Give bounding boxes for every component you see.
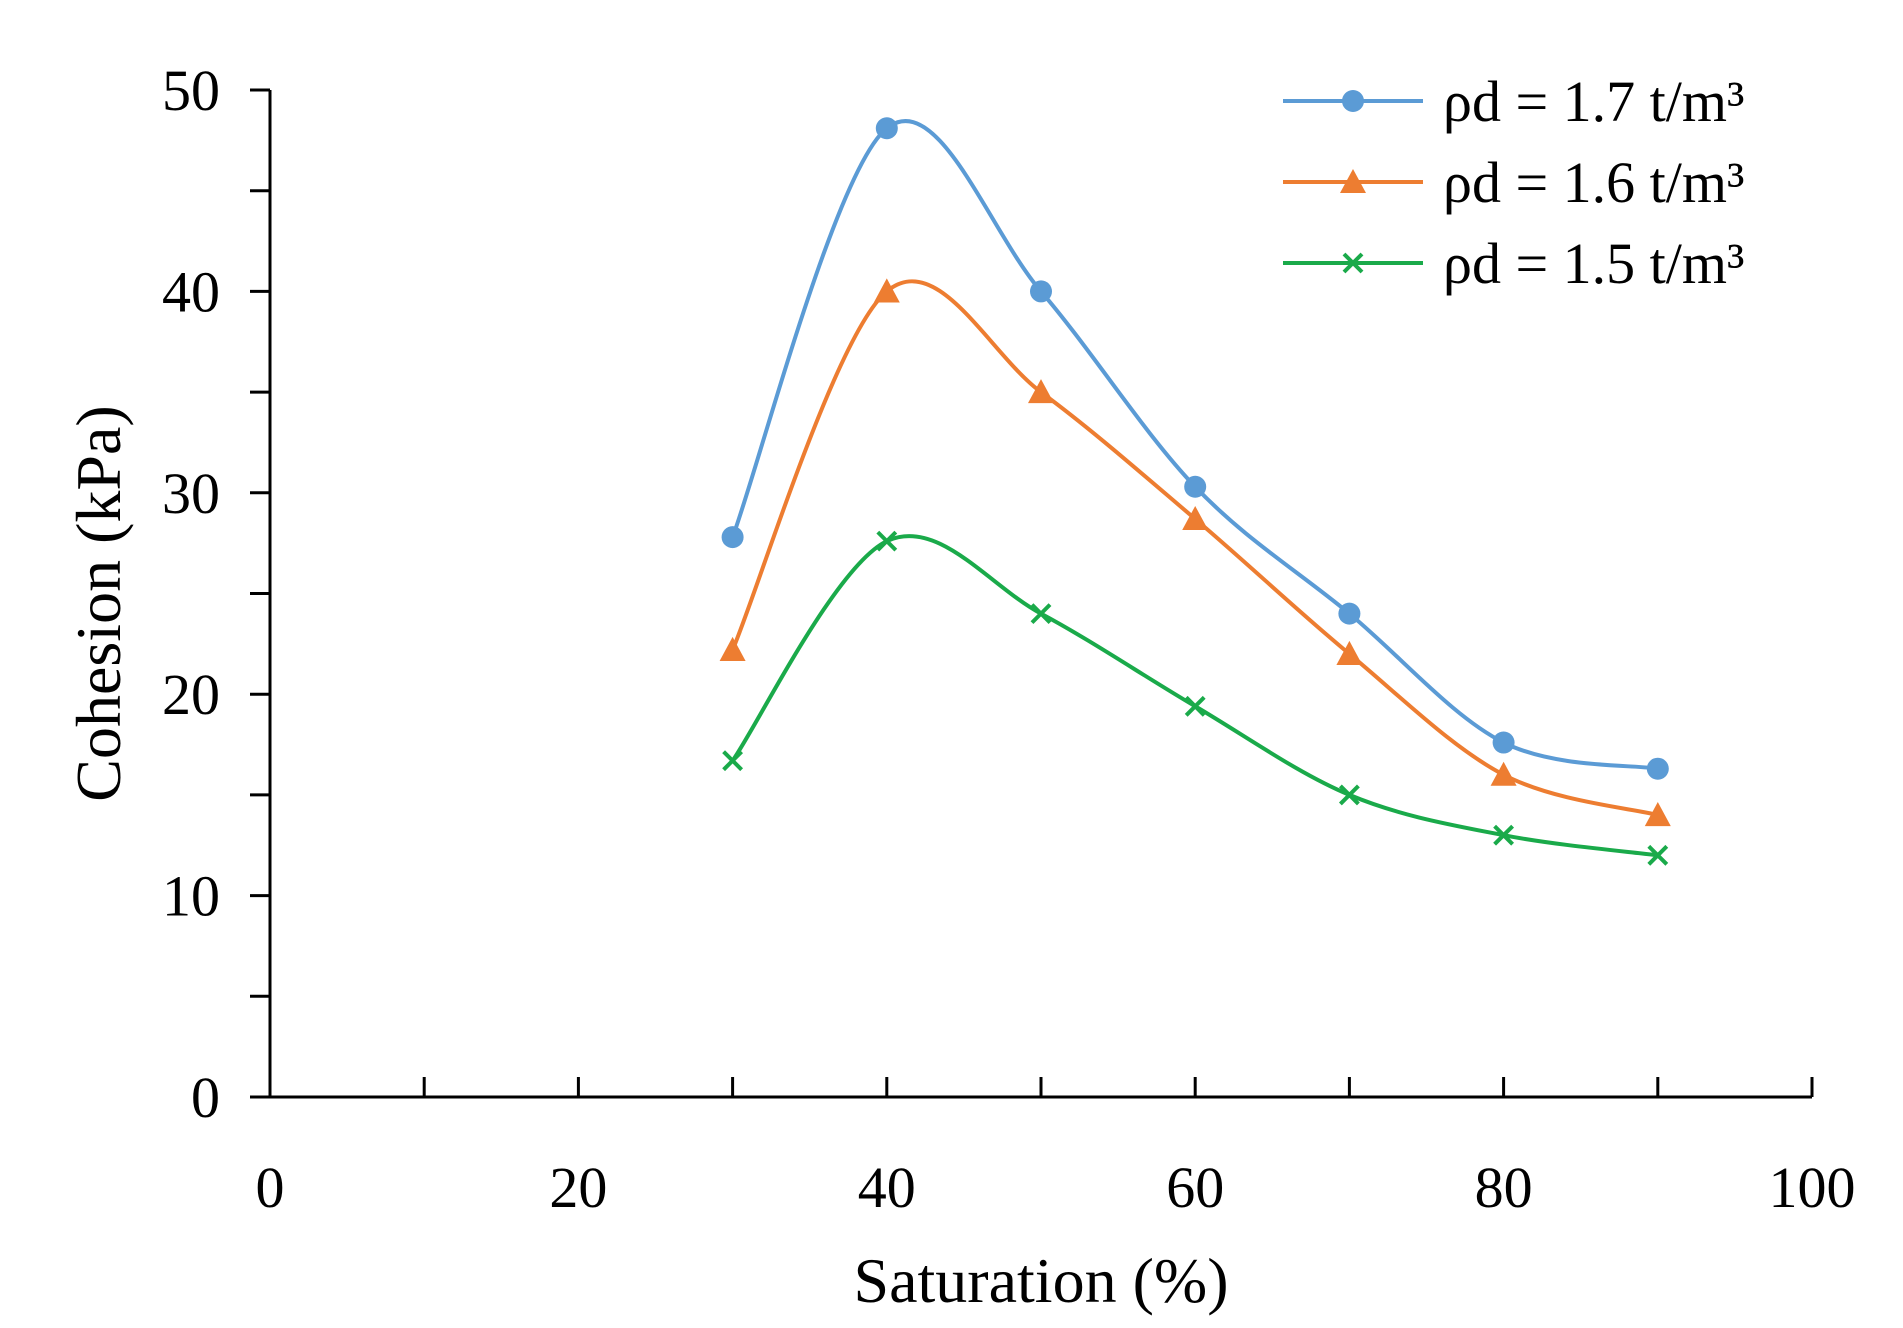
legend-item: ρd = 1.7 t/m³	[1283, 69, 1744, 134]
data-point	[719, 636, 746, 661]
series-group	[719, 117, 1671, 866]
series-line	[730, 534, 1659, 858]
y-tick-label: 30	[162, 461, 220, 526]
data-point	[1184, 475, 1207, 498]
x-axis-title: Saturation (%)	[854, 1245, 1229, 1316]
data-point	[1030, 603, 1052, 625]
data-point	[1646, 757, 1669, 780]
x-tick-label: 20	[549, 1155, 607, 1220]
legend-item: ρd = 1.6 t/m³	[1283, 150, 1744, 215]
legend-label: ρd = 1.6 t/m³	[1443, 150, 1744, 215]
y-axis-title: Cohesion (kPa)	[63, 405, 134, 801]
x-tick-label: 80	[1475, 1155, 1533, 1220]
data-point	[721, 526, 744, 549]
data-point	[876, 530, 898, 552]
data-point	[722, 750, 744, 772]
legend-marker	[1340, 169, 1366, 194]
x-tick-label: 0	[256, 1155, 285, 1220]
data-point	[1647, 844, 1669, 866]
axes	[250, 88, 1814, 1099]
series-2	[719, 278, 1671, 827]
data-point	[875, 117, 898, 140]
data-point	[1338, 602, 1361, 625]
x-tick-label: 100	[1769, 1155, 1856, 1220]
legend-label: ρd = 1.7 t/m³	[1443, 69, 1744, 134]
series-1	[721, 117, 1669, 780]
x-tick-label: 40	[858, 1155, 916, 1220]
data-point	[1030, 280, 1052, 303]
y-tick-label: 40	[162, 259, 220, 324]
data-point	[1028, 379, 1054, 404]
series-3	[722, 530, 1669, 866]
y-tick-label: 10	[162, 864, 220, 929]
series-line	[730, 279, 1659, 817]
x-tick-label: 60	[1166, 1155, 1224, 1220]
legend-marker	[1342, 90, 1364, 112]
legend-marker	[1342, 252, 1364, 274]
legend: ρd = 1.7 t/m³ ρd = 1.6 t/m³ ρd = 1.5 t/m³	[1283, 69, 1744, 296]
data-point	[1336, 640, 1363, 665]
data-point	[1493, 824, 1515, 846]
tick-labels: 0 20 40 60 80 100 0 10 20 30 40 50	[162, 58, 1856, 1220]
y-tick-label: 50	[162, 58, 220, 123]
data-point	[1492, 731, 1515, 754]
data-point	[1644, 802, 1671, 827]
legend-item: ρd = 1.5 t/m³	[1283, 231, 1744, 296]
y-tick-label: 20	[162, 662, 220, 727]
series-line	[730, 119, 1659, 771]
data-point	[1184, 695, 1206, 717]
data-point	[873, 278, 900, 303]
data-point	[1490, 761, 1517, 786]
data-point	[1182, 505, 1209, 531]
y-tick-label: 0	[191, 1065, 220, 1130]
data-point	[1338, 784, 1360, 806]
legend-label: ρd = 1.5 t/m³	[1443, 231, 1744, 296]
